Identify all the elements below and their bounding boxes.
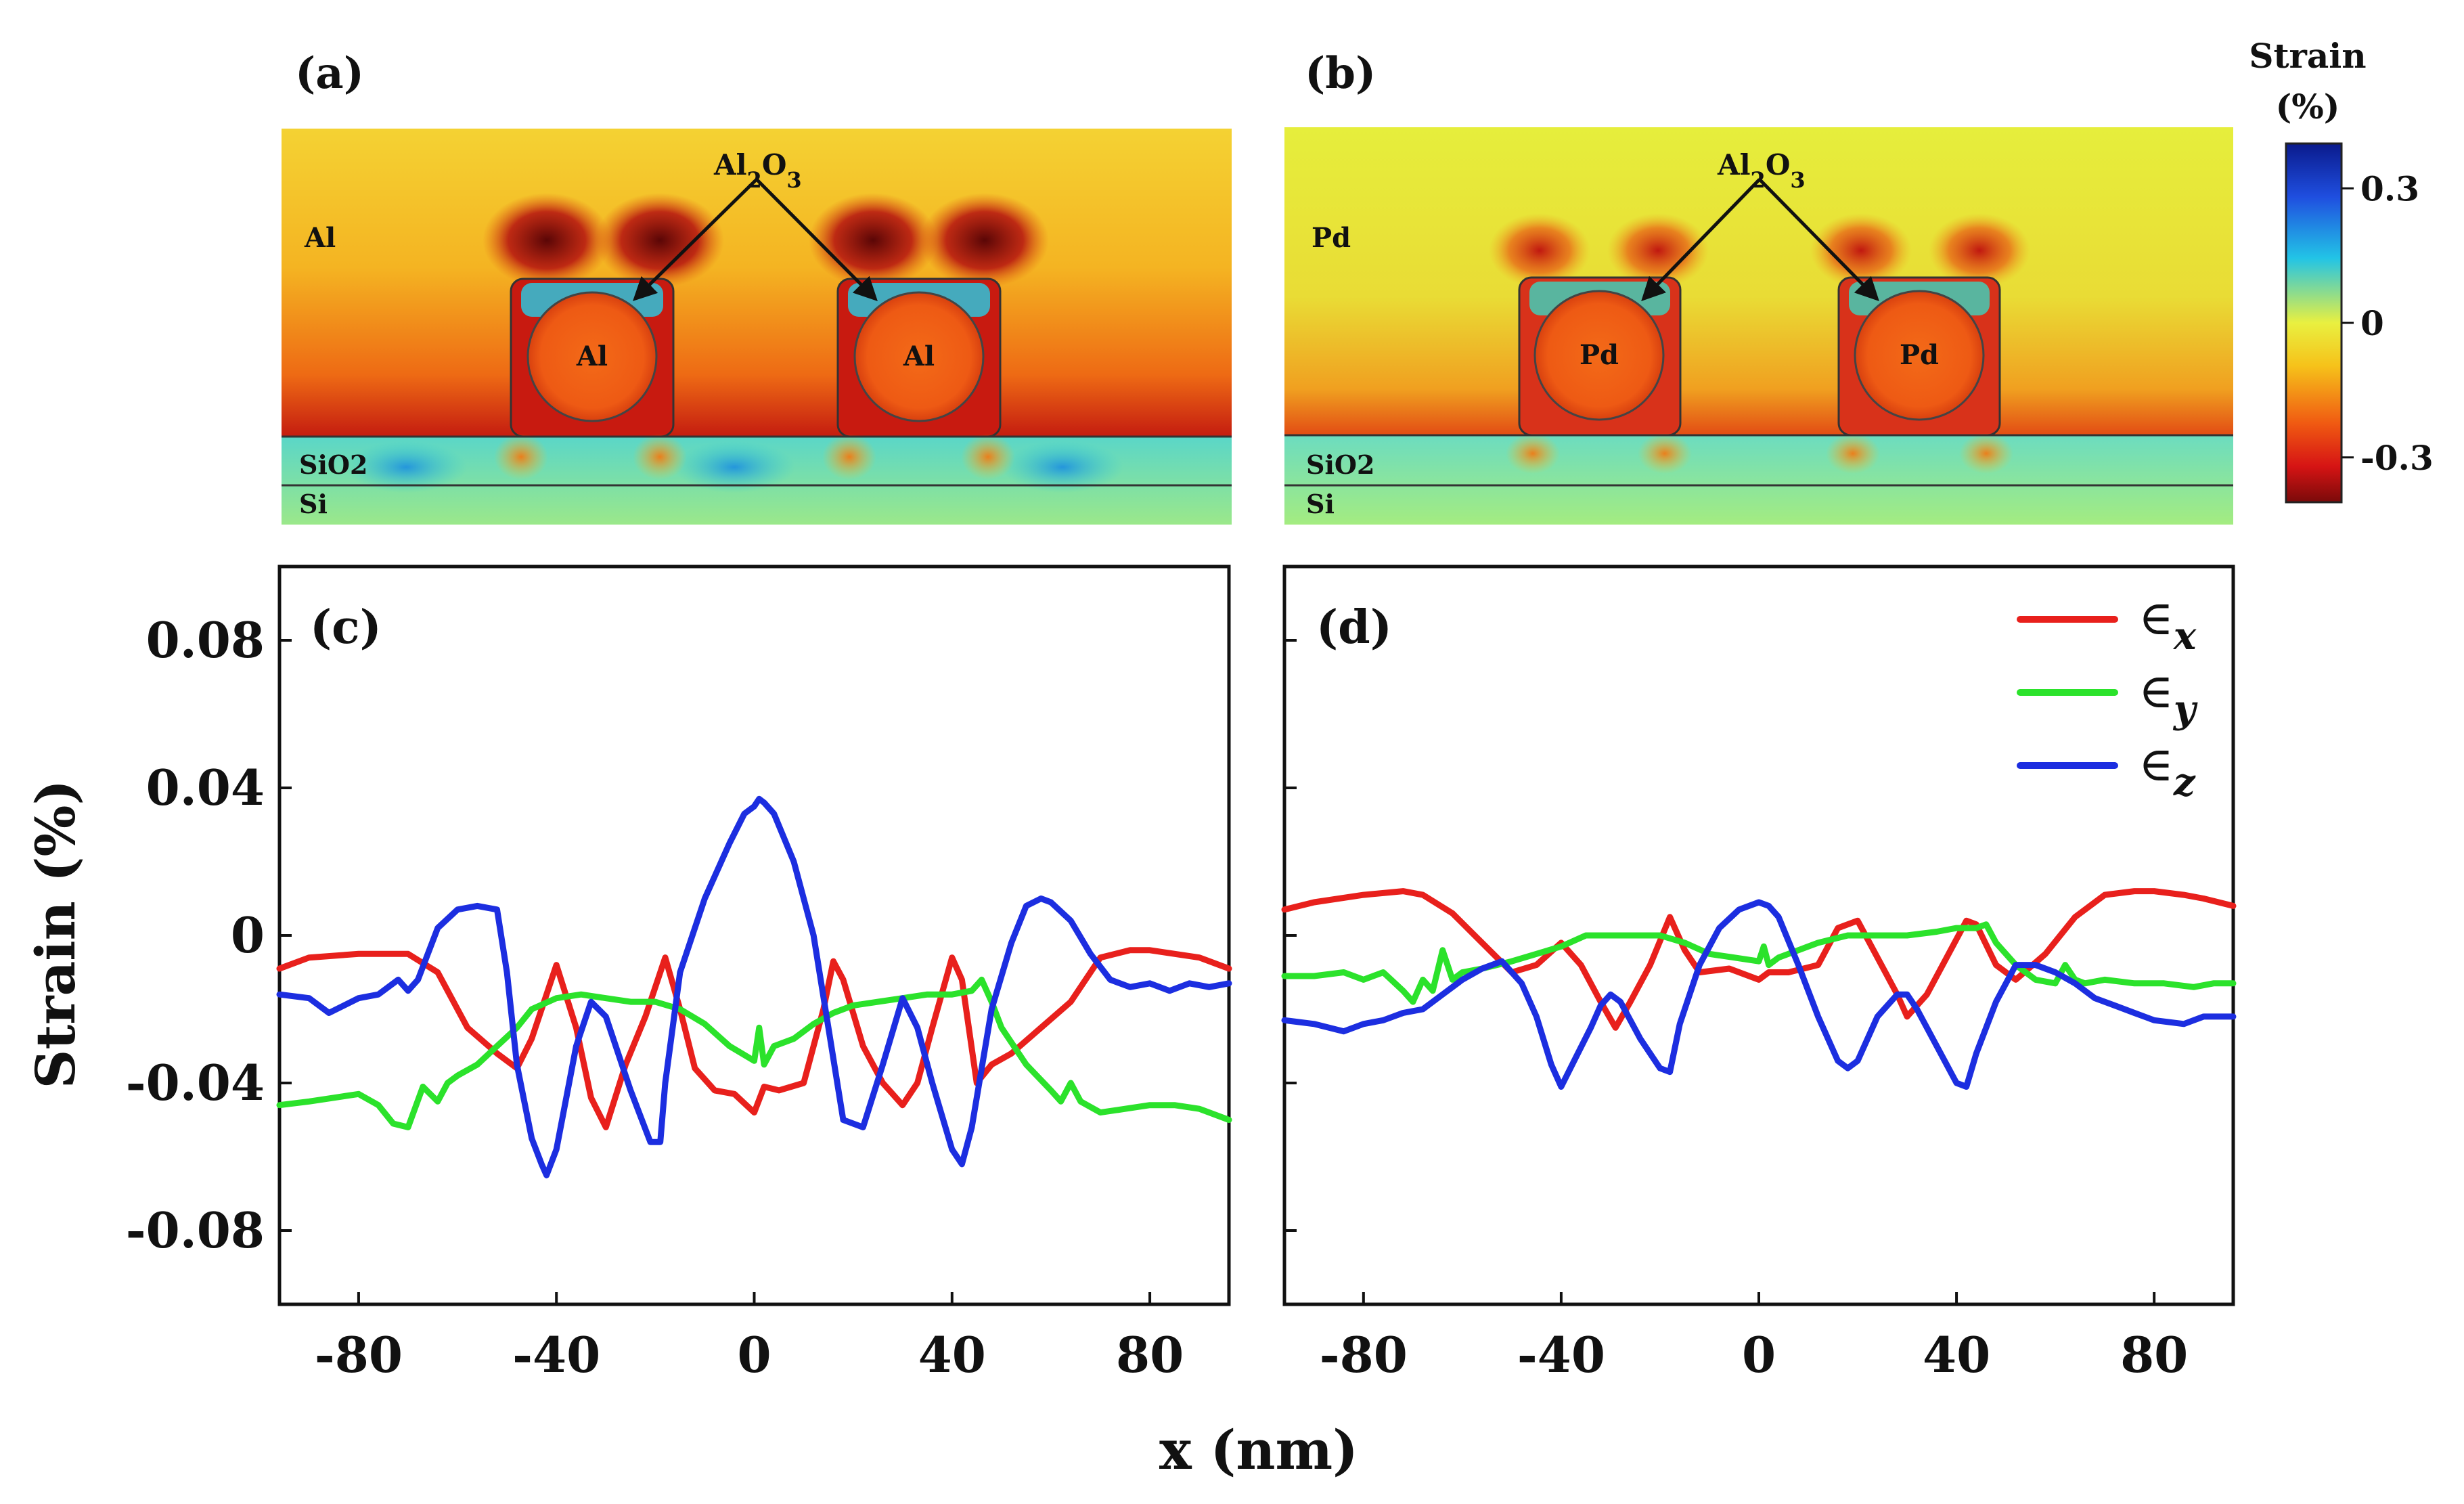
- panel-a-substrate-spot: [494, 434, 548, 480]
- colorbar: Strain (%) 0.3 0 -0.3: [2249, 36, 2434, 504]
- panel-a-hotspot: [920, 193, 1049, 288]
- panel-a-metal-label: Al: [304, 222, 336, 254]
- chart-d-frame: [1282, 565, 2235, 1306]
- x-tick-label: 80: [1116, 1326, 1184, 1384]
- x-tick-label: 40: [1923, 1326, 1990, 1384]
- panel-a-substrate-spot: [1002, 441, 1123, 493]
- panel-b-nanoparticle: [1854, 290, 1985, 421]
- legend-label-ex: ∈x: [2138, 590, 2197, 659]
- panel-b-arrow: [1758, 178, 1879, 301]
- series-line-ez: [276, 795, 1232, 1178]
- colorbar-tick-label: 0: [2360, 303, 2384, 343]
- panel-a-arrow: [633, 178, 758, 301]
- panel-a-nanoparticle: [853, 291, 985, 422]
- panel-a-substrate-spot: [345, 441, 467, 493]
- colorbar-gradient: [2285, 142, 2343, 504]
- series-line-ey: [1281, 921, 2237, 1005]
- panel-b-substrate-spot: [1638, 433, 1692, 474]
- panel-a-substrate-spot: [822, 434, 876, 480]
- panel-a-hotspot: [483, 193, 611, 288]
- panel-b-oxide-label: Al2O3: [1717, 148, 1806, 193]
- panel-a-nanoparticle: [527, 291, 658, 422]
- y-tick-label: 0.04: [146, 759, 265, 816]
- chart-c-series: [276, 795, 1232, 1178]
- chart-c-frame: [277, 565, 1231, 1306]
- chart-c-axes: -80 -40 0 40 80 0.08 0.04 0 -0.04 -0.08: [126, 611, 1184, 1384]
- panel-b-arrow: [1641, 178, 1761, 302]
- panel-b-hotspot: [1810, 213, 1912, 288]
- colorbar-ticks: 0.3 0 -0.3: [2342, 169, 2434, 478]
- panel-b-metal-label: Pd: [1312, 222, 1351, 254]
- panel-a-substrate-spot: [673, 441, 795, 493]
- x-tick-label: -40: [512, 1326, 600, 1384]
- y-tick-label: 0.08: [146, 611, 265, 669]
- panel-a-si-label: Si: [299, 489, 328, 519]
- chart-d-series: [1281, 888, 2237, 1090]
- panel-a-sio2-label: SiO2: [299, 449, 367, 480]
- panel-b-substrate: [1284, 435, 2233, 525]
- chart-c: (c) -80 -40 0 40 80 0.08 0.04 0 -0.04 -0.08: [126, 565, 1232, 1384]
- panel-a-particle-label: Al: [576, 340, 608, 372]
- panel-b-substrate-spot: [1506, 433, 1560, 474]
- x-tick-label: 40: [918, 1326, 986, 1384]
- panel-b-si-label: Si: [1306, 489, 1335, 519]
- panel-a-label: (a): [295, 48, 364, 99]
- y-axis-title: Strain (%): [24, 780, 87, 1089]
- y-tick-label: -0.08: [126, 1201, 265, 1259]
- panel-a-substrate-spot: [961, 434, 1015, 480]
- panel-a-hotspot: [596, 193, 724, 288]
- chart-d: (d) -80 -40 0 40 80 ∈x∈y∈z: [1281, 565, 2237, 1384]
- panel-b-substrate-spot: [1826, 433, 1880, 474]
- panel-a-particle-label: Al: [903, 340, 935, 372]
- panel-b-label: (b): [1305, 48, 1376, 99]
- panel-b-substrate-spot: [1959, 433, 2013, 474]
- panel-b-hotspot: [1929, 213, 2030, 288]
- x-tick-label: 0: [1742, 1326, 1776, 1384]
- colorbar-title: Strain: [2249, 36, 2366, 76]
- series-line-ey: [276, 976, 1232, 1130]
- panel-b-hotspot: [1607, 213, 1709, 288]
- panel-b-nanoparticle: [1533, 290, 1665, 421]
- chart-d-axes: -80 -40 0 40 80: [1284, 639, 2188, 1384]
- panel-b: (b) Al2O3 Pd Pd Pd SiO2 Si: [1284, 48, 2233, 525]
- y-tick-label: 0: [231, 906, 265, 964]
- panel-a-hotspot: [809, 193, 937, 288]
- chart-d-legend: ∈x∈y∈z: [2017, 590, 2198, 805]
- x-tick-label: -80: [1320, 1326, 1408, 1384]
- panel-b-metal-region: [1284, 127, 2233, 435]
- colorbar-tick-label: 0.3: [2360, 169, 2419, 208]
- legend-label-ez: ∈z: [2138, 736, 2196, 805]
- panel-b-sio2-label: SiO2: [1306, 449, 1374, 480]
- x-axis-title: x (nm): [1159, 1418, 1358, 1482]
- panel-a-substrate-spot: [633, 434, 687, 480]
- colorbar-unit: (%): [2276, 87, 2340, 127]
- panel-a-arrow: [755, 178, 878, 301]
- x-tick-label: -80: [315, 1326, 403, 1384]
- x-tick-label: 0: [737, 1326, 771, 1384]
- panel-b-particle-label: Pd: [1580, 339, 1619, 371]
- panel-b-hotspot: [1489, 213, 1590, 288]
- panel-b-particle-label: Pd: [1900, 339, 1939, 371]
- series-line-ez: [1281, 899, 2237, 1090]
- y-tick-label: -0.04: [126, 1054, 265, 1111]
- chart-d-panel-label: (d): [1316, 600, 1392, 655]
- x-tick-label: 80: [2120, 1326, 2188, 1384]
- chart-c-panel-label: (c): [310, 600, 382, 655]
- panel-a-oxide-label: Al2O3: [713, 148, 802, 193]
- x-tick-label: -40: [1517, 1326, 1605, 1384]
- legend-label-ey: ∈y: [2138, 663, 2198, 732]
- colorbar-tick-label: -0.3: [2360, 438, 2434, 478]
- panel-a: (a) Al2O3 Al Al Al SiO2 Si: [282, 48, 1232, 525]
